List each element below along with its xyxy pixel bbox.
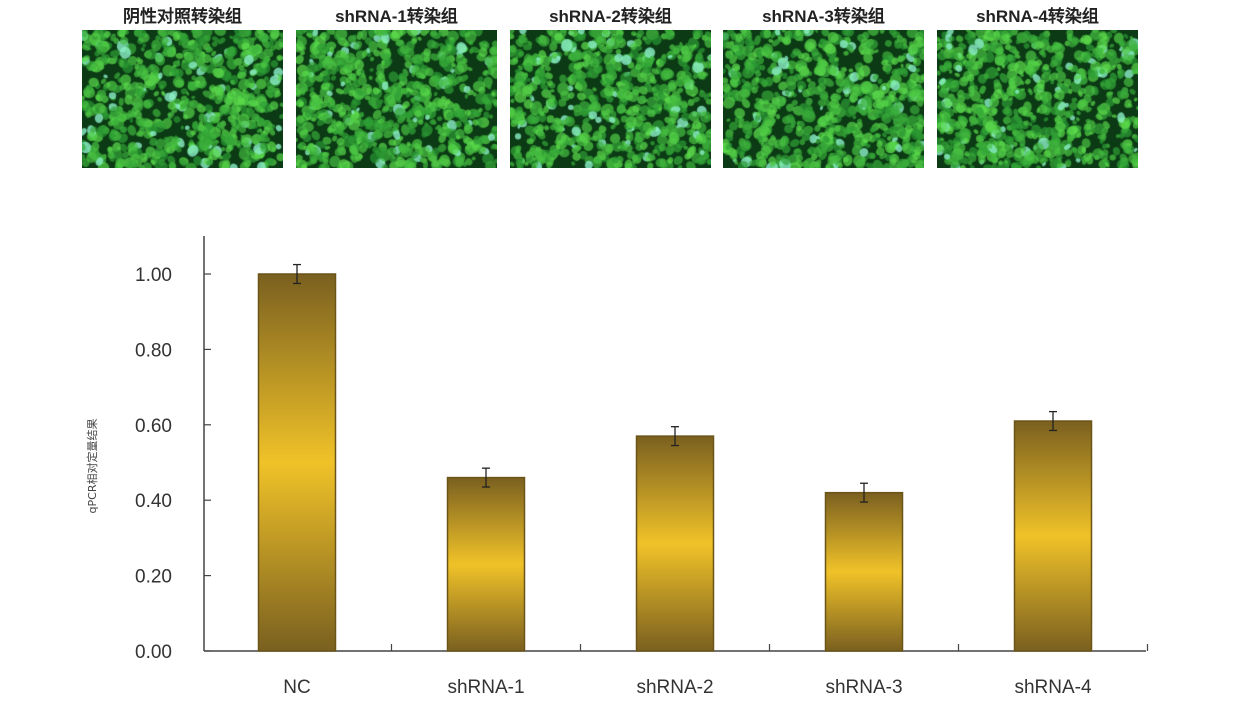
fluorescence-cell-image [937, 30, 1138, 168]
bar [824, 491, 904, 652]
image-panel-label: shRNA-3转染组 [762, 7, 885, 26]
x-tick-label: shRNA-2 [636, 677, 713, 698]
bar [446, 476, 526, 652]
bar [1013, 420, 1093, 652]
fluorescence-cell-image [510, 30, 711, 168]
image-panel-label: shRNA-2转染组 [549, 7, 672, 26]
y-tick-label: 0.80 [135, 340, 172, 361]
y-tick-label: 0.00 [135, 642, 172, 663]
fluorescence-cell-image [296, 30, 497, 168]
image-panel-label: shRNA-1转染组 [335, 7, 458, 26]
x-tick-label: shRNA-4 [1014, 677, 1092, 698]
y-tick-label: 1.00 [135, 265, 172, 286]
x-tick-label: NC [283, 677, 310, 698]
x-tick-label: shRNA-1 [447, 677, 524, 698]
y-tick-label: 0.60 [135, 416, 172, 437]
fluorescence-cell-image [723, 30, 924, 168]
image-panel-label: shRNA-4转染组 [976, 7, 1099, 26]
fluorescence-cell-image [82, 30, 283, 168]
image-panel-label: 阴性对照转染组 [123, 7, 242, 26]
y-tick-label: 0.20 [135, 567, 172, 588]
y-axis-label: qPCR相对定量结果 [85, 419, 99, 514]
bar [257, 273, 337, 652]
bar [635, 435, 715, 652]
x-tick-label: shRNA-3 [825, 677, 902, 698]
y-tick-label: 0.40 [135, 491, 172, 512]
